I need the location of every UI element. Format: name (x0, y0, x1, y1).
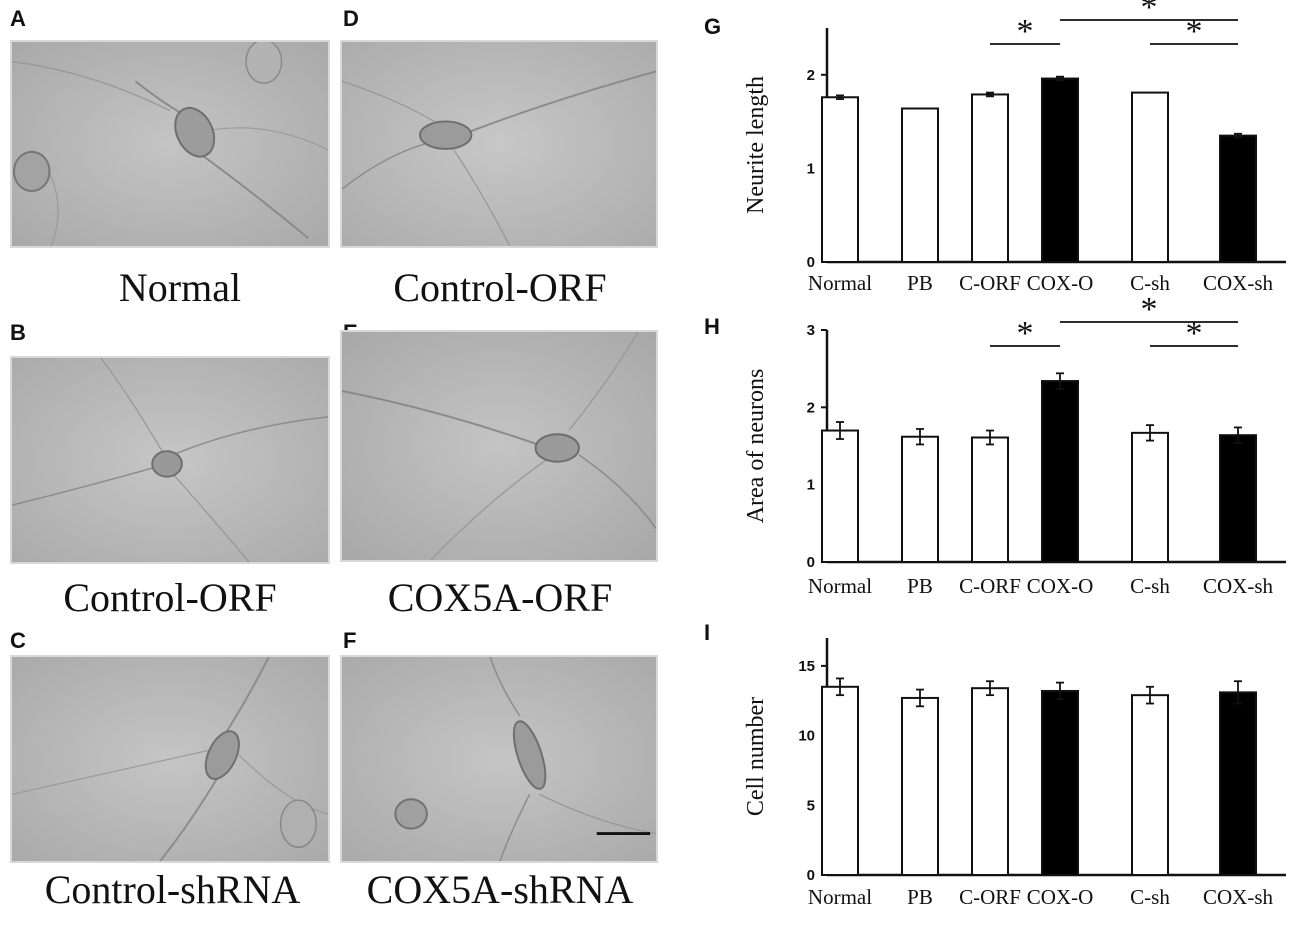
micrograph-control-orf-left-image (12, 358, 328, 562)
area-of-neurons-bar-c-sh (1131, 431, 1169, 563)
cell-number-y-tick-label: 15 (798, 658, 815, 675)
cell-number-y-tick-label: 10 (798, 728, 815, 745)
area-of-neurons-category-label: C-ORF (959, 574, 1021, 598)
neurite-length-significance-star: * (1141, 0, 1158, 26)
neurite-length-category-label: PB (907, 271, 933, 295)
cell-number-category-label: PB (907, 885, 933, 909)
neurite-length-y-tick-label: 2 (807, 67, 815, 84)
area-of-neurons-category-label: Normal (808, 574, 872, 598)
panel-letter-b: B (10, 320, 26, 345)
chart-cell-number-svg: I Cell number 0 5 10 15 Normal PB C-ORF COX-O C-sh… (704, 620, 1286, 909)
area-of-neurons-bar-cox-o (1041, 380, 1079, 564)
caption-control-orf-right: Control-ORF (393, 265, 607, 310)
neurite-length-bar-c-sh (1131, 91, 1169, 263)
area-of-neurons-y-tick-label: 0 (807, 554, 815, 571)
panel-letter-i: I (704, 620, 710, 645)
micrograph-cox5a-shrna-image (342, 657, 656, 861)
panel-letter-d: D (343, 6, 359, 31)
micrograph-control-orf-right (340, 40, 658, 248)
cell-number-category-label: C-ORF (959, 885, 1021, 909)
caption-cox5a-shrna: COX5A-shRNA (366, 867, 634, 912)
cell-number-category-label: COX-O (1027, 885, 1094, 909)
chart-neurite-length: G Neurite length 0 1 2 Normal PB C-ORF COX-O C-sh… (690, 0, 1300, 300)
cell-number-bar-c-sh (1131, 694, 1169, 876)
cell-number-bar-cox-o (1041, 689, 1079, 876)
panel-letter-a: A (10, 6, 26, 31)
panel-letter-h: H (704, 314, 720, 339)
panel-letter-f: F (343, 628, 357, 653)
neurite-length-y-axis-label: Neurite length (743, 76, 769, 214)
panel-letter-g: G (704, 14, 721, 39)
cell-number-category-label: COX-sh (1203, 885, 1274, 909)
caption-normal: Normal (118, 265, 242, 310)
cell-number-y-axis-label: Cell number (743, 697, 769, 816)
area-of-neurons-y-axis-label: Area of neurons (743, 369, 769, 524)
neurite-length-bar-c-orf (971, 93, 1009, 264)
neurite-length-category-label: Normal (808, 271, 872, 295)
neurite-length-y-tick-label: 0 (807, 254, 815, 271)
micrograph-control-orf-right-image (342, 42, 656, 246)
cell-number-category-label: Normal (808, 885, 872, 909)
caption-control-shrna: Control-shRNA (44, 867, 301, 912)
cell-number-y-tick-label: 0 (807, 867, 815, 884)
neurite-length-y-tick-label: 1 (807, 160, 815, 177)
area-of-neurons-bar-pb (901, 435, 939, 563)
neurite-length-significance-star: * (1186, 13, 1203, 50)
area-of-neurons-significance-star: * (1017, 315, 1034, 352)
micrograph-normal-image (12, 42, 328, 246)
area-of-neurons-bar-cox-sh (1219, 434, 1257, 564)
chart-cell-number: I Cell number 0 5 10 15 Normal PB C-ORF COX-O C-sh… (690, 610, 1300, 920)
neurite-length-category-label: C-ORF (959, 271, 1021, 295)
neurite-length-bar-cox-sh (1219, 134, 1257, 263)
chart-area-of-neurons: H Area of neurons 0 1 2 3 Normal PB C-ORF COX-O C-… (690, 291, 1300, 610)
neurite-length-category-label: COX-sh (1203, 271, 1274, 295)
neurite-length-significance-star: * (1017, 13, 1034, 50)
chart-area-of-neurons-svg: H Area of neurons 0 1 2 3 Normal PB C-ORF COX-O C-… (704, 291, 1286, 598)
area-of-neurons-bar-normal (821, 429, 859, 563)
neurite-length-category-label: C-sh (1130, 271, 1170, 295)
neurite-length-bar-cox-o (1041, 77, 1079, 263)
chart-neurite-length-svg: G Neurite length 0 1 2 Normal PB C-ORF COX-O C-sh… (704, 0, 1286, 295)
neurite-length-bar-normal (821, 96, 859, 263)
cell-number-y-tick-label: 5 (807, 797, 815, 814)
cell-number-bar-cox-sh (1219, 691, 1257, 876)
area-of-neurons-category-label: C-sh (1130, 574, 1170, 598)
micrograph-control-orf-left (10, 356, 330, 564)
caption-control-orf-left: Control-ORF (63, 575, 277, 620)
micrograph-cox5a-shrna (340, 655, 658, 863)
area-of-neurons-bar-c-orf (971, 436, 1009, 563)
micrograph-cox5a-orf-image (342, 332, 656, 560)
micrograph-control-shrna (10, 655, 330, 863)
panel-letter-c: C (10, 628, 26, 653)
neurite-length-category-label: COX-O (1027, 271, 1094, 295)
area-of-neurons-significance-star: * (1141, 291, 1158, 328)
area-of-neurons-category-label: COX-O (1027, 574, 1094, 598)
micrograph-cox5a-orf (340, 330, 658, 562)
area-of-neurons-y-tick-label: 1 (807, 477, 815, 494)
area-of-neurons-category-label: COX-sh (1203, 574, 1274, 598)
caption-cox5a-orf: COX5A-ORF (387, 575, 613, 620)
cell-number-bar-pb (901, 696, 939, 877)
cell-number-bar-normal (821, 685, 859, 877)
cell-number-bar-c-orf (971, 687, 1009, 876)
area-of-neurons-y-tick-label: 3 (807, 322, 815, 339)
neurite-length-bar-pb (901, 107, 939, 263)
area-of-neurons-significance-star: * (1186, 315, 1203, 352)
area-of-neurons-y-tick-label: 2 (807, 399, 815, 416)
area-of-neurons-category-label: PB (907, 574, 933, 598)
micrograph-control-shrna-image (12, 657, 328, 861)
micrograph-normal (10, 40, 330, 248)
cell-number-category-label: C-sh (1130, 885, 1170, 909)
